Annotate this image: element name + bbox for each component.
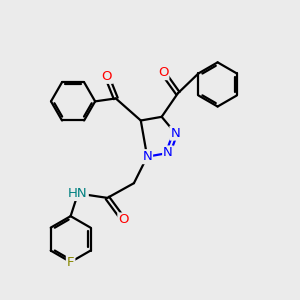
Text: HN: HN (68, 187, 88, 200)
Text: F: F (67, 256, 74, 268)
Text: O: O (158, 66, 168, 79)
Text: O: O (102, 70, 112, 83)
Text: N: N (170, 127, 180, 140)
Text: N: N (163, 146, 173, 160)
Text: O: O (118, 214, 129, 226)
Text: N: N (142, 150, 152, 163)
